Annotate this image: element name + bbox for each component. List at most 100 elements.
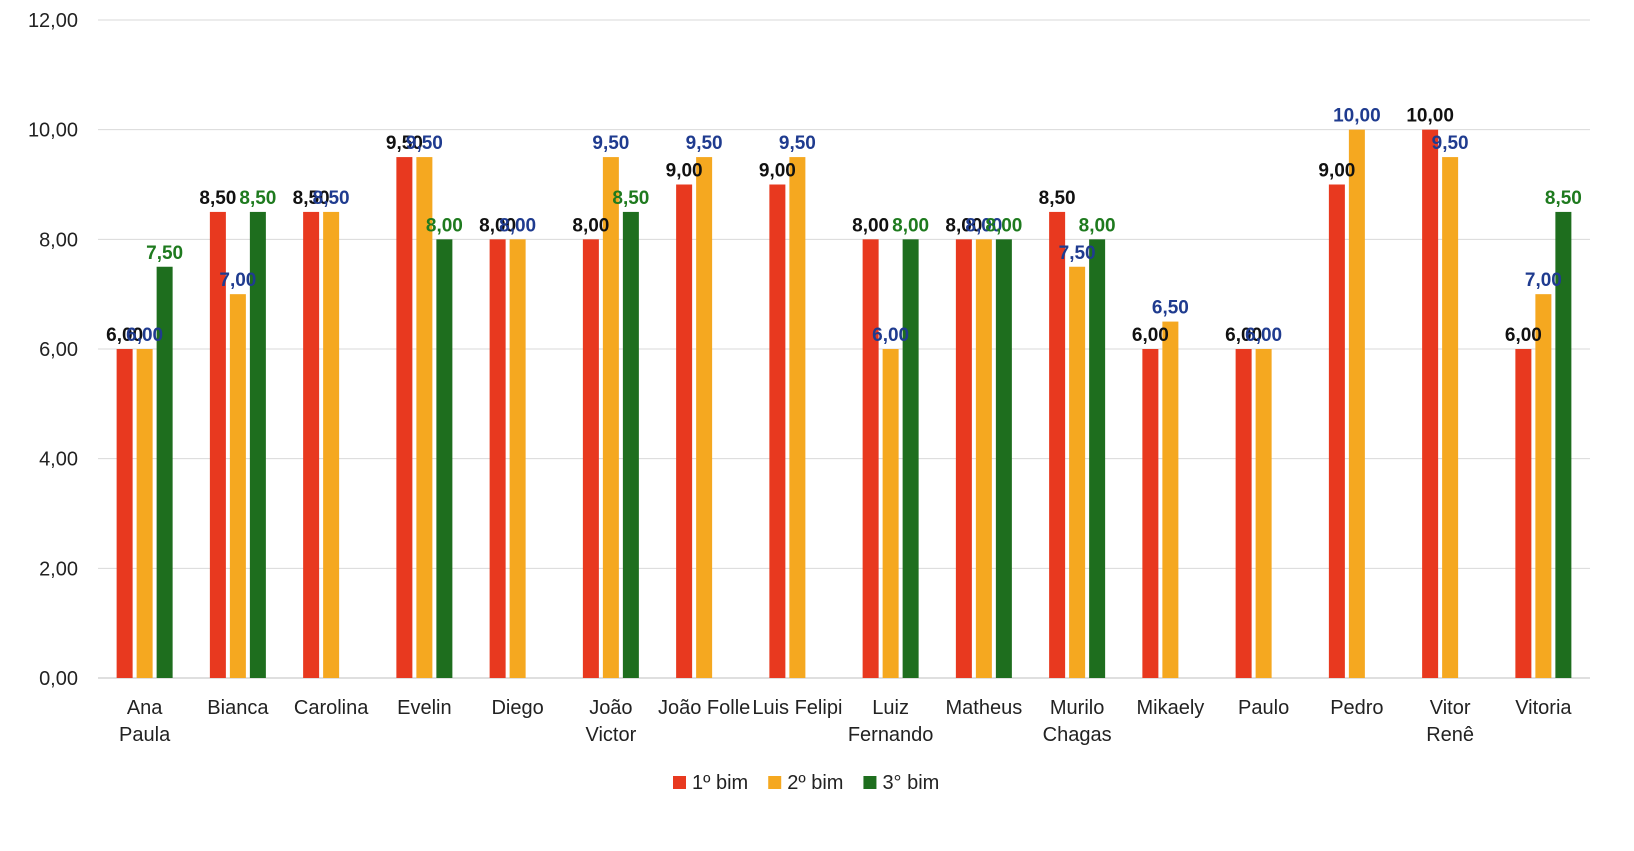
data-label: 6,00 [872, 325, 909, 346]
y-tick-label: 2,00 [39, 558, 78, 580]
x-tick-label: Fernando [848, 724, 934, 746]
bar [1235, 349, 1252, 678]
bar [323, 211, 340, 678]
data-label: 9,50 [592, 133, 629, 154]
bar [1555, 211, 1572, 678]
data-label: 8,00 [426, 215, 463, 236]
data-label: 7,50 [1059, 243, 1096, 264]
x-tick-label: Bianca [207, 697, 269, 719]
x-tick-label: Mikaely [1136, 697, 1204, 719]
data-label: 8,00 [965, 215, 1002, 236]
bar [1328, 184, 1345, 678]
bar [789, 157, 806, 679]
legend: 1º bim 2º bim 3° bim [673, 772, 939, 794]
bar [136, 349, 153, 678]
bar [882, 349, 899, 678]
bar [862, 239, 879, 679]
x-tick-label: João Folle [658, 697, 750, 719]
data-label: 9,50 [406, 133, 443, 154]
bar [582, 239, 599, 679]
bar [436, 239, 453, 679]
x-tick-label: Paulo [1238, 697, 1289, 719]
data-label: 6,00 [106, 325, 143, 346]
data-label: 6,00 [1132, 325, 1169, 346]
x-tick-label: João [589, 697, 632, 719]
gridlines [98, 19, 1590, 679]
bar [416, 157, 433, 679]
x-tick-label: Renê [1426, 724, 1474, 746]
data-label: 7,50 [146, 243, 183, 264]
legend-swatch [863, 776, 877, 789]
bar [249, 211, 266, 678]
bar [156, 266, 173, 678]
bar [116, 349, 133, 678]
data-label: 8,50 [1039, 188, 1076, 209]
bar [1255, 349, 1272, 678]
bar [769, 184, 786, 678]
x-tick-label: Diego [491, 697, 543, 719]
data-label: 9,50 [1432, 133, 1469, 154]
y-tick-label: 12,00 [28, 10, 78, 32]
legend-swatch [768, 776, 782, 789]
legend-item: 1º bim [673, 772, 748, 794]
data-label: 10,00 [1406, 106, 1454, 127]
x-tick-label: Pedro [1330, 697, 1383, 719]
x-tick-label: Matheus [946, 697, 1023, 719]
data-label: 7,00 [219, 270, 256, 291]
bar [509, 239, 526, 679]
x-tick-label: Ana [127, 697, 163, 719]
x-tick-label: Luis Felipi [752, 697, 842, 719]
bar [1442, 157, 1459, 679]
x-tick-label: Chagas [1043, 724, 1112, 746]
x-tick-label: Murilo [1050, 697, 1104, 719]
x-tick-label: Vitor [1430, 697, 1471, 719]
data-label: 6,00 [1245, 325, 1282, 346]
data-label: 9,50 [386, 133, 423, 154]
bar [489, 239, 506, 679]
x-tick-label: Carolina [294, 697, 369, 719]
bar [1348, 129, 1365, 678]
data-label: 9,00 [666, 161, 703, 182]
legend-label: 1º bim [692, 772, 748, 794]
bar [1069, 266, 1086, 678]
data-label: 6,00 [126, 325, 163, 346]
bar [995, 239, 1012, 679]
bar [209, 211, 226, 678]
data-label: 8,00 [852, 215, 889, 236]
bar [902, 239, 919, 679]
data-labels: 6,006,007,508,507,008,50 8,508,509,509,50… [106, 106, 1582, 346]
bar [1162, 321, 1179, 678]
bar [696, 157, 713, 679]
y-tick-label: 0,00 [39, 668, 78, 690]
data-label: 9,00 [1318, 161, 1355, 182]
legend-item: 2º bim [768, 772, 843, 794]
y-tick-label: 10,00 [28, 120, 78, 142]
y-tick-label: 8,00 [39, 229, 78, 251]
bar [1089, 239, 1106, 679]
x-tick-label: Victor [585, 724, 636, 746]
data-label: 8,00 [892, 215, 929, 236]
data-label: 6,00 [1505, 325, 1542, 346]
data-label: 8,50 [1545, 188, 1582, 209]
bar [676, 184, 693, 678]
x-tick-label: Evelin [397, 697, 451, 719]
legend-item: 3° bim [863, 772, 939, 794]
data-label: 8,50 [313, 188, 350, 209]
bar [1422, 129, 1439, 678]
bar [622, 211, 639, 678]
legend-label: 3° bim [882, 772, 939, 794]
data-label: 8,50 [199, 188, 236, 209]
data-label: 8,00 [572, 215, 609, 236]
data-label: 8,50 [293, 188, 330, 209]
bars [116, 129, 1572, 679]
bar [955, 239, 972, 679]
legend-label: 2º bim [787, 772, 843, 794]
data-label: 8,00 [1079, 215, 1116, 236]
x-axis-categories: Ana Paula Bianca Carolina Evelin Diego João Vic… [119, 697, 1572, 746]
bar [229, 294, 246, 678]
data-label: 8,00 [985, 215, 1022, 236]
y-tick-label: 4,00 [39, 449, 78, 471]
data-label: 10,00 [1333, 106, 1381, 127]
data-label: 8,50 [239, 188, 276, 209]
